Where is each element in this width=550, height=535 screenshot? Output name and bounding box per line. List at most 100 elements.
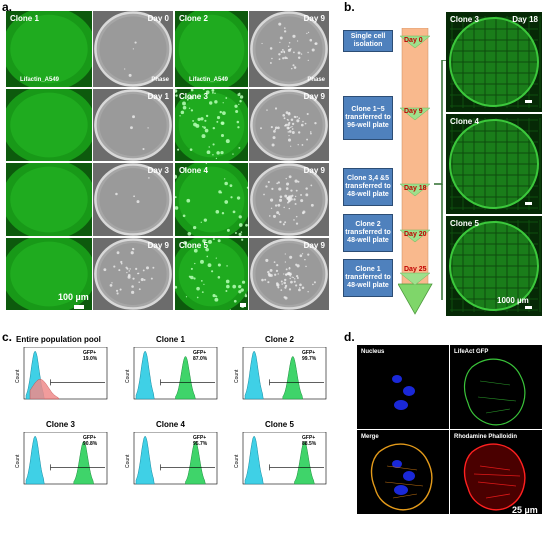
well-clone-label: Clone 3 <box>450 15 479 24</box>
well-image: Clone 5 <box>446 216 542 316</box>
timeline-arrow <box>398 28 433 315</box>
panel-d-letter: d. <box>344 330 355 344</box>
quadrant-label: Merge <box>361 434 379 440</box>
panel-a-fluor-tile-l-1 <box>6 89 92 161</box>
axis-count-label: Count <box>234 369 240 383</box>
histogram: Clone 2 GFP+ 99.7% Count <box>233 335 328 421</box>
gfp-label: GFP+ 87.0% <box>193 350 208 362</box>
tile-label: Day 1 <box>147 92 169 101</box>
gfp-label-text: GFP+ <box>302 435 316 441</box>
panel-a-phase-tile-l-1: Day 1 <box>93 89 173 161</box>
axis-count-label: Count <box>125 454 131 468</box>
panel-a-fluor-tile-r-0: Clone 2 Lifactin_A549 <box>175 11 248 87</box>
microscopy-quadrant: LifeAct GFP <box>450 345 542 429</box>
quadrant-label: LifeAct GFP <box>454 349 489 355</box>
gfp-value: 95.7% <box>193 440 208 447</box>
tile-label: Day 9 <box>303 92 325 101</box>
panel-a-fluor-tile-l-2 <box>6 163 92 236</box>
tile-label: Lifactin_A549 <box>20 77 60 83</box>
tile-label: Lifactin_A549 <box>189 77 229 83</box>
panel-b-scale-bar <box>525 306 532 309</box>
panel-a-fluor-tile-r-2: Clone 4 <box>175 163 248 236</box>
panel-a-scale-label: 100 µm <box>58 292 89 302</box>
histogram-title: Clone 3 <box>46 420 75 429</box>
axis-count-label: Count <box>15 369 21 383</box>
histogram: Entire population pool GFP+ 19.0% Count <box>14 335 109 421</box>
well-day-label: Day 18 <box>512 15 538 24</box>
histogram-title: Clone 1 <box>156 335 185 344</box>
panel-c-letter: c. <box>2 330 13 344</box>
tile-label: Day 9 <box>303 166 325 175</box>
panel-a-phase-tile-l-2: Day 3 <box>93 163 173 236</box>
panel-a-scale-bar-right <box>240 303 246 307</box>
panel-a-letter: a. <box>2 0 13 14</box>
axis-count-label: Count <box>15 454 21 468</box>
gfp-label-text: GFP+ <box>302 350 316 356</box>
histogram-title: Clone 2 <box>265 335 294 344</box>
tile-label: Day 0 <box>147 14 169 23</box>
panel-b-scale-bar <box>525 100 532 103</box>
microscopy-quadrant: Rhodamine Phalloidin <box>450 430 542 514</box>
flow-step-box: Single cell isolation <box>343 30 393 52</box>
gfp-label: GFP+ 19.0% <box>83 350 98 362</box>
flow-step-day: Day 9 <box>404 108 423 115</box>
well-image: Clone 4 <box>446 114 542 214</box>
histogram-title: Clone 4 <box>156 420 185 429</box>
flow-step-box: Clone 3,4 &5 transferred to 48-well plat… <box>343 168 393 206</box>
tile-label: Clone 2 <box>179 14 208 23</box>
gfp-label-text: GFP+ <box>193 350 207 356</box>
tile-label: Day 3 <box>147 166 169 175</box>
tile-label: Clone 1 <box>10 14 39 23</box>
tile-label: Day 9 <box>147 241 169 250</box>
gfp-value: 90.8% <box>83 440 98 447</box>
well-clone-label: Clone 5 <box>450 219 479 228</box>
flow-step-box: Clone 1 transferred to 48-well plate <box>343 259 393 297</box>
gfp-label-text: GFP+ <box>83 435 97 441</box>
quadrant-label: Nucleus <box>361 349 385 355</box>
histogram-title: Clone 5 <box>265 420 294 429</box>
tile-label: Phase <box>307 77 325 83</box>
gfp-label: GFP+ 88.5% <box>302 435 317 447</box>
panel-b-scale-label: 1000 µm <box>497 296 529 305</box>
quadrant-label: Rhodamine Phalloidin <box>454 434 518 440</box>
panel-a-phase-tile-r-3: Day 9 <box>249 238 329 310</box>
panel-d-scale-label: 25 µm <box>512 505 538 515</box>
flow-step-box: Clone 1~5 transferred to 96-well plate <box>343 96 393 140</box>
panel-a-fluor-tile-l-3 <box>6 238 92 310</box>
gfp-label: GFP+ 95.7% <box>193 435 208 447</box>
panel-a-fluor-tile-r-3: Clone 5 <box>175 238 248 310</box>
histogram: Clone 5 GFP+ 88.5% Count <box>233 420 328 506</box>
axis-count-label: Count <box>125 369 131 383</box>
gfp-label: GFP+ 99.7% <box>302 350 316 362</box>
panel-d-scale-bar <box>512 518 538 521</box>
flow-step-day: Day 18 <box>404 185 427 192</box>
gfp-value: 19.0% <box>83 355 98 362</box>
tile-label: Phase <box>151 77 169 83</box>
microscopy-quadrant: Nucleus <box>357 345 449 429</box>
panel-a-fluor-tile-r-1: Clone 3 <box>175 89 248 161</box>
gfp-label-text: GFP+ <box>193 435 207 441</box>
tile-label: Clone 5 <box>179 241 208 250</box>
well-clone-label: Clone 4 <box>450 117 479 126</box>
tile-label: Clone 4 <box>179 166 208 175</box>
well-image: Clone 3 Day 18 <box>446 12 542 112</box>
panel-a-phase-tile-r-2: Day 9 <box>249 163 329 236</box>
gfp-value: 87.0% <box>193 355 208 362</box>
histogram: Clone 1 GFP+ 87.0% Count <box>124 335 219 421</box>
flow-step-day: Day 25 <box>404 266 427 273</box>
axis-count-label: Count <box>234 454 240 468</box>
flow-step-day: Day 20 <box>404 231 427 238</box>
microscopy-quadrant: Merge <box>357 430 449 514</box>
panel-a-scale-bar <box>74 305 84 309</box>
histogram-title: Entire population pool <box>16 335 101 344</box>
flow-step-day: Day 0 <box>404 37 423 44</box>
flow-step-box: Clone 2 transferred to 48-well plate <box>343 214 393 252</box>
connector-bracket <box>434 60 448 300</box>
gfp-label: GFP+ 90.8% <box>83 435 98 447</box>
panel-a-phase-tile-l-0: Day 0 Phase <box>93 11 173 87</box>
tile-label: Clone 3 <box>179 92 208 101</box>
gfp-value: 88.5% <box>302 440 317 447</box>
panel-a-phase-tile-l-3: Day 9 <box>93 238 173 310</box>
gfp-label-text: GFP+ <box>83 350 97 356</box>
panel-a-phase-tile-r-0: Day 9 Phase <box>249 11 329 87</box>
